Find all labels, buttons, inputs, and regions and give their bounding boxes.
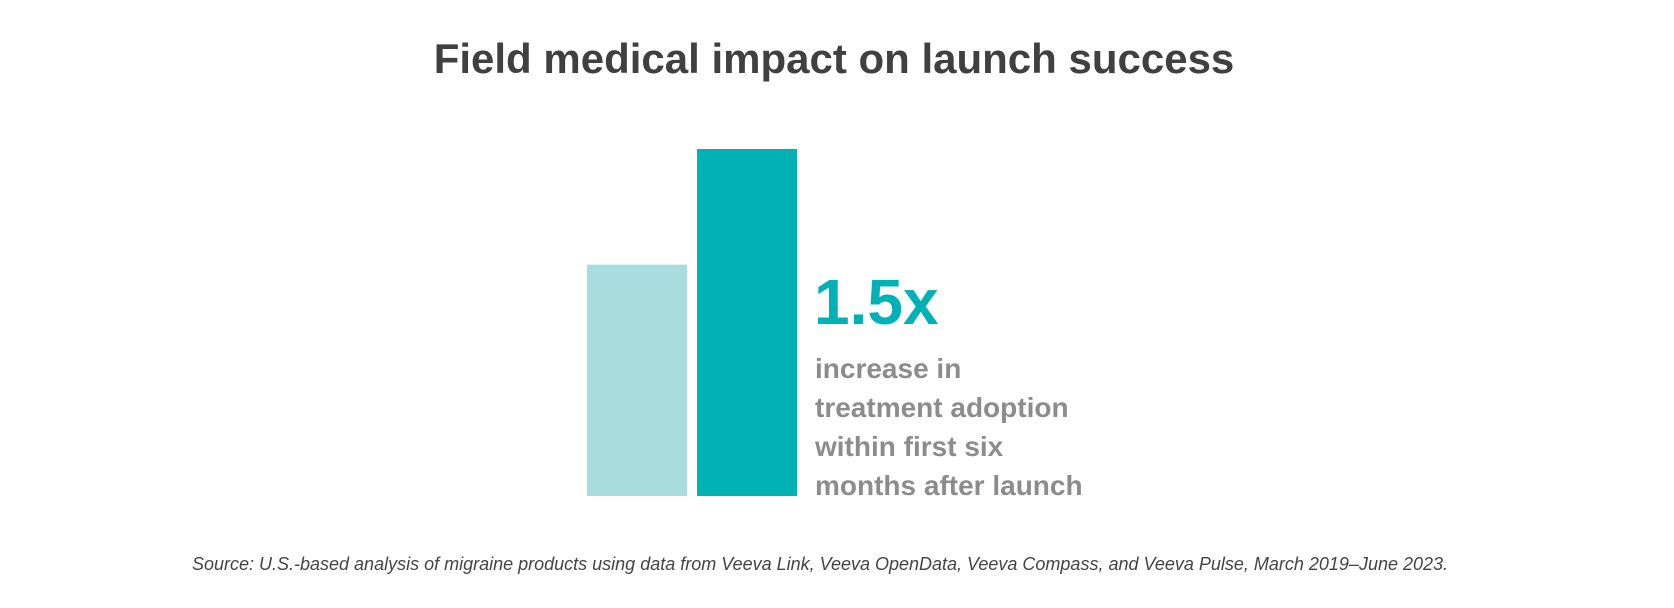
annotation-headline: 1.5x [814, 266, 939, 338]
bar [587, 264, 687, 496]
annotation-line: increase in [815, 353, 961, 384]
source-note: Source: U.S.-based analysis of migraine … [192, 554, 1448, 574]
annotation-line: treatment adoption [815, 392, 1069, 423]
annotation-line: months after launch [815, 470, 1083, 501]
annotation-line: within first six [814, 431, 1004, 462]
chart-title: Field medical impact on launch success [434, 35, 1235, 82]
bar [697, 149, 797, 496]
